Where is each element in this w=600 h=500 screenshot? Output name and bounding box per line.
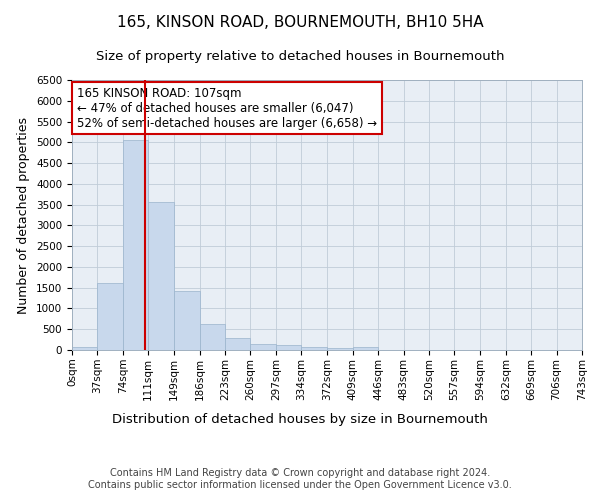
Text: Contains public sector information licensed under the Open Government Licence v3: Contains public sector information licen… bbox=[88, 480, 512, 490]
Text: 165, KINSON ROAD, BOURNEMOUTH, BH10 5HA: 165, KINSON ROAD, BOURNEMOUTH, BH10 5HA bbox=[116, 15, 484, 30]
Bar bbox=[276, 346, 301, 350]
Y-axis label: Number of detached properties: Number of detached properties bbox=[17, 116, 31, 314]
Bar bbox=[97, 282, 123, 350]
Bar bbox=[328, 348, 353, 350]
Bar bbox=[200, 324, 225, 350]
Bar bbox=[148, 202, 174, 350]
Text: Contains HM Land Registry data © Crown copyright and database right 2024.: Contains HM Land Registry data © Crown c… bbox=[110, 468, 490, 477]
Bar bbox=[123, 140, 148, 350]
Bar bbox=[353, 347, 378, 350]
Text: Size of property relative to detached houses in Bournemouth: Size of property relative to detached ho… bbox=[96, 50, 504, 63]
Text: 165 KINSON ROAD: 107sqm
← 47% of detached houses are smaller (6,047)
52% of semi: 165 KINSON ROAD: 107sqm ← 47% of detache… bbox=[77, 87, 377, 130]
Bar bbox=[301, 347, 328, 350]
Bar bbox=[174, 292, 200, 350]
Bar bbox=[250, 344, 276, 350]
Bar bbox=[225, 338, 250, 350]
Text: Distribution of detached houses by size in Bournemouth: Distribution of detached houses by size … bbox=[112, 412, 488, 426]
Bar bbox=[72, 347, 97, 350]
